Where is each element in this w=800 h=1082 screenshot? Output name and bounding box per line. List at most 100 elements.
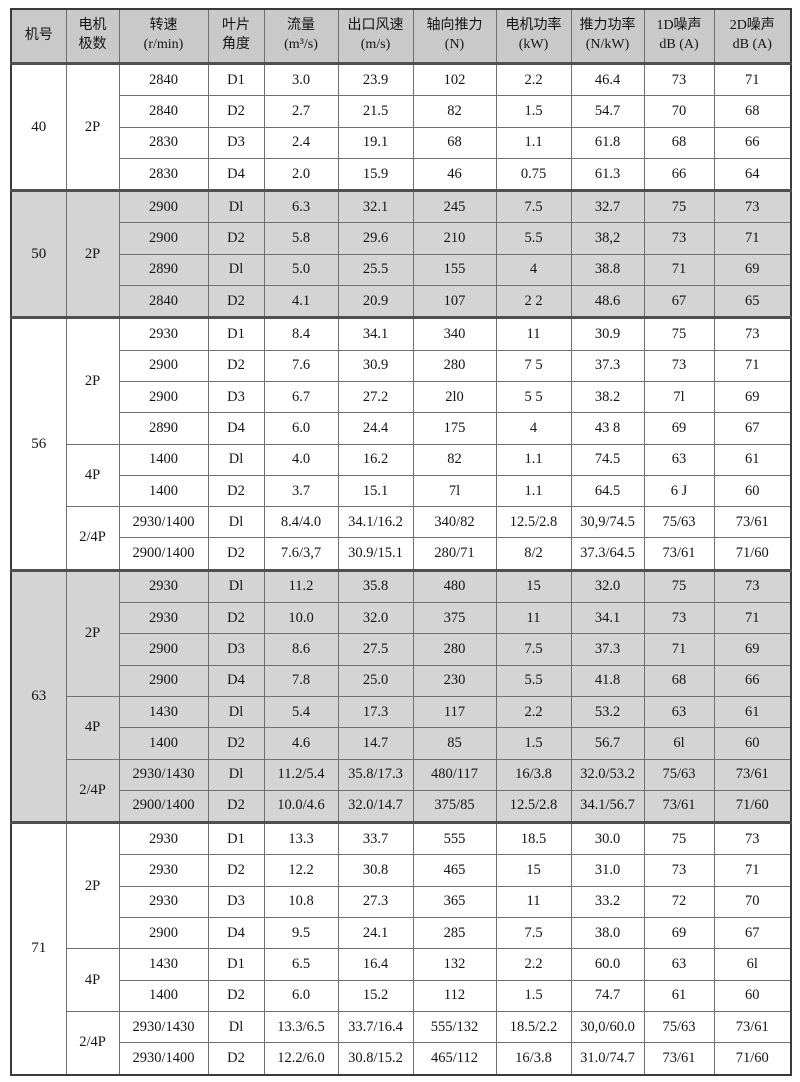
machine-size-cell: 63	[10, 568, 67, 824]
speed-cell: 2890	[118, 253, 209, 287]
thrust-power-cell: 61.3	[570, 157, 645, 192]
speed-cell: 2930	[118, 568, 209, 604]
axial-thrust-cell: 340	[412, 316, 497, 351]
outlet-velocity-cell: 20.9	[337, 285, 414, 319]
axial-thrust-cell: 555/132	[412, 1010, 497, 1044]
noise-1d-cell: 70	[643, 95, 715, 128]
col-header-line1: 转速	[149, 18, 178, 34]
motor-power-cell: 7.5	[495, 189, 572, 224]
speed-cell: 1400	[118, 474, 209, 508]
blade-angle-cell: Dl	[207, 253, 265, 287]
flow-cell: 2.7	[263, 95, 339, 128]
speed-cell: 1400	[118, 727, 209, 760]
motor-power-cell: 18.5/2.2	[495, 1010, 572, 1044]
thrust-power-cell: 30,9/74.5	[570, 506, 645, 539]
table-row: 1400 D2 4.6 14.7 85 1.5 56.7 6l 60	[11, 727, 792, 760]
noise-1d-cell: 75/63	[643, 1010, 715, 1044]
outlet-velocity-cell: 32.0/14.7	[337, 789, 414, 824]
flow-cell: 5.8	[263, 222, 339, 255]
col-header-line1: 电机	[78, 18, 107, 34]
noise-1d-cell: 73	[643, 222, 715, 255]
blade-angle-cell: D1	[207, 821, 265, 856]
col-header-line2: 角度	[222, 37, 250, 52]
speed-cell: 2840	[118, 285, 209, 319]
axial-thrust-cell: 230	[412, 664, 497, 697]
axial-thrust-cell: 480	[412, 568, 497, 604]
outlet-velocity-cell: 27.3	[337, 885, 414, 919]
outlet-velocity-cell: 32.0	[337, 602, 414, 635]
thrust-power-cell: 30.0	[570, 821, 645, 856]
blade-angle-cell: Dl	[207, 568, 265, 604]
flow-cell: 3.0	[263, 61, 339, 97]
outlet-velocity-cell: 15.1	[337, 474, 414, 508]
noise-2d-cell: 60	[713, 979, 792, 1012]
blade-angle-cell: D1	[207, 948, 265, 981]
axial-thrust-cell: 46	[412, 157, 497, 192]
thrust-power-cell: 74.7	[570, 979, 645, 1012]
speed-cell: 1430	[118, 948, 209, 981]
table-row: 4P 1400 Dl 4.0 16.2 82 1.1 74.5 63 61	[11, 443, 792, 508]
noise-1d-cell: 6l	[643, 727, 715, 760]
table-row: 2840 D2 4.1 20.9 107 2 2 48.6 67 65	[11, 285, 792, 319]
table-row: 2890 Dl 5.0 25.5 155 4 38.8 71 69	[11, 253, 792, 287]
noise-1d-cell: 66	[643, 157, 715, 192]
axial-thrust-cell: 340/82	[412, 506, 497, 539]
fan-spec-table: 机号 电机 极数 转速 (r/min) 叶片 角度 流量 (m³/s) 出口风速 (m/s) 轴向推力…	[10, 8, 792, 1076]
thrust-power-cell: 32.0	[570, 568, 645, 604]
flow-cell: 2.4	[263, 126, 339, 159]
flow-cell: 7.6	[263, 349, 339, 382]
flow-cell: 6.3	[263, 189, 339, 224]
outlet-velocity-cell: 35.8/17.3	[337, 758, 414, 791]
poles-cell: 2/4P	[65, 758, 120, 824]
noise-1d-cell: 69	[643, 412, 715, 445]
motor-power-cell: 7 5	[495, 349, 572, 382]
axial-thrust-cell: 365	[412, 885, 497, 919]
flow-cell: 4.0	[263, 443, 339, 476]
speed-cell: 2890	[118, 412, 209, 445]
table-row: 2930 D2 10.0 32.0 375 11 34.1 73 71	[11, 602, 792, 635]
noise-2d-cell: 68	[713, 95, 792, 128]
table-row: 2930/1400 D2 12.2/6.0 30.8/15.2 465/112 16/3.…	[11, 1042, 792, 1075]
noise-1d-cell: 73	[643, 854, 715, 887]
col-header-line1: 流量	[287, 18, 315, 34]
motor-power-cell: 8/2	[495, 537, 572, 571]
machine-size-cell: 50	[10, 189, 67, 319]
noise-1d-cell: 75/63	[643, 506, 715, 539]
motor-power-cell: 1.1	[495, 126, 572, 159]
blade-angle-cell: D2	[207, 727, 265, 760]
blade-angle-cell: D4	[207, 412, 265, 445]
poles-cell: 2/4P	[65, 1010, 120, 1076]
blade-angle-cell: D3	[207, 633, 265, 666]
blade-angle-cell: D3	[207, 380, 265, 414]
col-header-blade-angle: 叶片 角度	[207, 8, 265, 64]
col-header-line2: dB (A)	[659, 37, 699, 52]
motor-power-cell: 7.5	[495, 633, 572, 666]
motor-power-cell: 7.5	[495, 917, 572, 950]
axial-thrust-cell: 102	[412, 61, 497, 97]
thrust-power-cell: 37.3	[570, 349, 645, 382]
noise-2d-cell: 73	[713, 316, 792, 351]
poles-cell: 2P	[65, 61, 120, 192]
motor-power-cell: 12.5/2.8	[495, 789, 572, 824]
thrust-power-cell: 37.3/64.5	[570, 537, 645, 571]
thrust-power-cell: 38.0	[570, 917, 645, 950]
noise-2d-cell: 64	[713, 157, 792, 192]
flow-cell: 11.2/5.4	[263, 758, 339, 791]
noise-2d-cell: 71	[713, 854, 792, 887]
noise-1d-cell: 75/63	[643, 758, 715, 791]
table-row: 56 2P 2930 D1 8.4 34.1 340 11 30.9 75 73	[10, 316, 792, 571]
motor-power-cell: 4	[495, 253, 572, 287]
speed-cell: 2900	[118, 664, 209, 697]
noise-1d-cell: 73	[643, 602, 715, 635]
flow-cell: 6.0	[263, 979, 339, 1012]
col-header-motor-power: 电机功率 (kW)	[495, 8, 572, 64]
noise-2d-cell: 70	[713, 885, 792, 919]
thrust-power-cell: 60.0	[570, 948, 645, 981]
speed-cell: 2900	[118, 349, 209, 382]
outlet-velocity-cell: 25.0	[337, 664, 414, 697]
axial-thrust-cell: 480/117	[412, 758, 497, 791]
col-header-line2: (N)	[444, 37, 465, 52]
axial-thrust-cell: 68	[412, 126, 497, 159]
col-header-line2: (m/s)	[360, 37, 391, 52]
